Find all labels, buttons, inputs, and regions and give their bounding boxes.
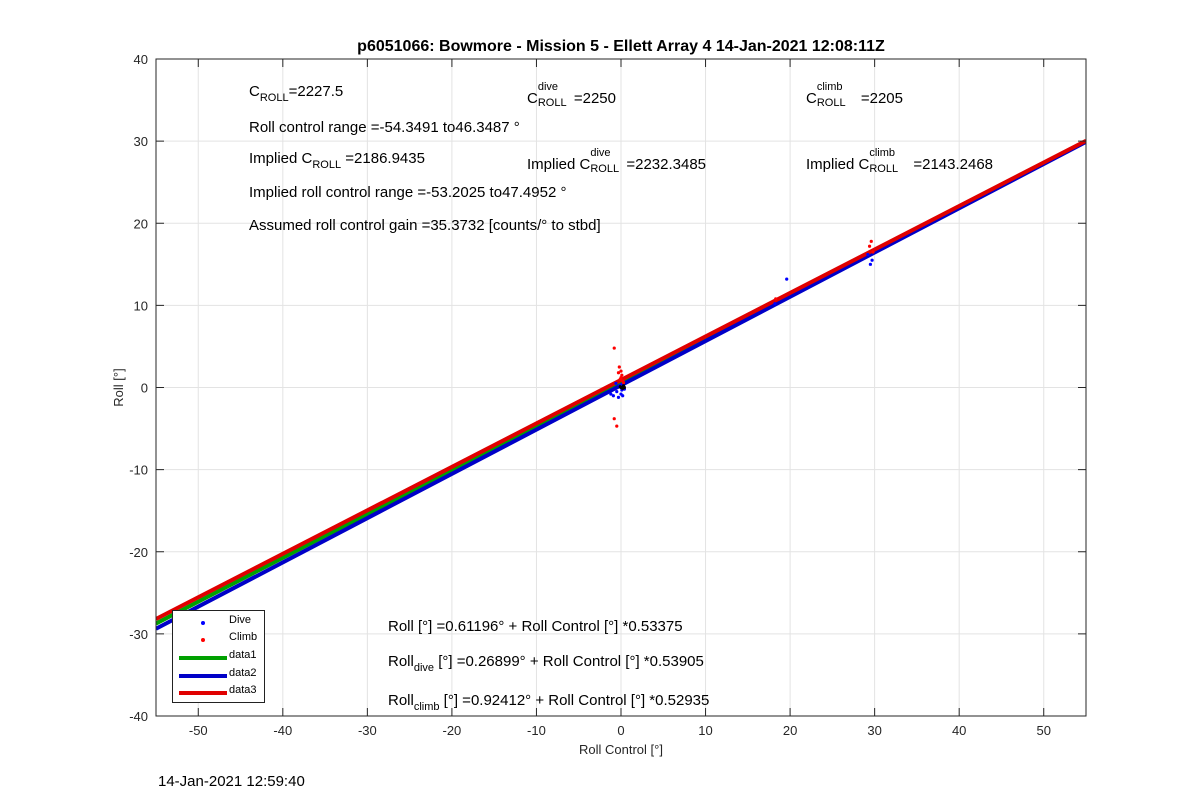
- y-tick-label: -40: [129, 709, 148, 724]
- x-tick-label: -40: [273, 723, 292, 738]
- annotation-fit-dive: Rolldive [°] =0.26899° + Roll Control [°…: [388, 653, 704, 674]
- legend-label-data2: data2: [229, 667, 257, 679]
- point-climb: [615, 424, 619, 428]
- point-climb: [619, 369, 623, 373]
- x-tick-label: 50: [1036, 723, 1050, 738]
- annotation-implied-range: Implied roll control range =-53.2025 to4…: [249, 184, 567, 201]
- legend-item-data2: data2: [173, 667, 264, 683]
- y-tick-label: 40: [134, 52, 148, 67]
- y-tick-label: 10: [134, 298, 148, 313]
- point-climb: [612, 346, 616, 350]
- point-climb: [871, 250, 875, 254]
- x-tick-label: -10: [527, 723, 546, 738]
- legend-swatch-climb: [201, 638, 205, 642]
- x-tick-label: -30: [358, 723, 377, 738]
- x-tick-label: 10: [698, 723, 712, 738]
- legend-item-data1: data1: [173, 649, 264, 665]
- y-tick-label: -10: [129, 463, 148, 478]
- legend-label-data1: data1: [229, 649, 257, 661]
- point-dive: [615, 390, 619, 394]
- point-dive: [621, 394, 625, 398]
- legend-label-climb: Climb: [229, 631, 258, 643]
- annotation-gain: Assumed roll control gain =35.3732 [coun…: [249, 217, 601, 234]
- legend-swatch-dive: [201, 621, 205, 625]
- legend-item-dive: Dive: [173, 614, 264, 630]
- y-tick-label: 0: [141, 381, 148, 396]
- legend: Dive Climb data1 data2 data3: [172, 610, 265, 703]
- legend-item-data3: data3: [173, 684, 264, 700]
- point-dive: [614, 381, 618, 385]
- x-axis-label: Roll Control [°]: [579, 742, 663, 757]
- point-dive: [611, 394, 615, 398]
- point-climb: [869, 239, 873, 243]
- annotation-implied-c-roll: Implied CROLL =2186.9435: [249, 150, 425, 171]
- point-dive: [616, 395, 621, 399]
- point-dive: [609, 392, 613, 396]
- y-axis-label: Roll [°]: [111, 368, 126, 406]
- point-climb: [612, 417, 616, 421]
- legend-swatch-data2: [179, 674, 227, 678]
- x-tick-label: 0: [617, 723, 624, 738]
- x-tick-label: 20: [783, 723, 797, 738]
- point-climb: [616, 371, 621, 375]
- legend-label-dive: Dive: [229, 614, 252, 626]
- annotation-roll-range: Roll control range =-54.3491 to46.3487 °: [249, 119, 520, 136]
- point-dive: [870, 258, 874, 262]
- x-tick-label: 40: [952, 723, 966, 738]
- y-tick-label: 20: [134, 216, 148, 231]
- legend-item-climb: Climb: [173, 631, 264, 647]
- point-climb: [867, 244, 872, 248]
- point-climb: [774, 297, 778, 301]
- point-climb: [620, 373, 624, 377]
- point-climb: [617, 365, 621, 369]
- y-tick-label: 30: [134, 134, 148, 149]
- x-tick-label: -50: [189, 723, 208, 738]
- y-tick-label: -20: [129, 545, 148, 560]
- legend-swatch-data3: [179, 691, 227, 695]
- point-dive: [868, 262, 873, 266]
- annotation-c-roll: CROLL=2227.5: [249, 83, 344, 104]
- x-tick-label: 30: [867, 723, 881, 738]
- legend-label-data3: data3: [229, 684, 257, 696]
- point-climb: [621, 380, 626, 385]
- legend-swatch-data1: [179, 656, 227, 660]
- annotation-fit-climb: Rollclimb [°] =0.92412° + Roll Control […: [388, 692, 710, 713]
- point-dive: [866, 252, 870, 257]
- annotation-fit-all: Roll [°] =0.61196° + Roll Control [°] *0…: [388, 618, 683, 635]
- x-tick-label: -20: [443, 723, 462, 738]
- point-dive: [785, 277, 789, 281]
- data-layer: [156, 139, 1086, 631]
- point-zero: [622, 385, 626, 390]
- point-dive: [773, 302, 777, 306]
- timestamp: 14-Jan-2021 12:59:40: [158, 773, 305, 790]
- chart-title: p6051066: Bowmore - Mission 5 - Ellett A…: [357, 38, 885, 55]
- y-tick-label: -30: [129, 627, 148, 642]
- point-zero: [618, 385, 622, 389]
- point-climb: [619, 376, 623, 380]
